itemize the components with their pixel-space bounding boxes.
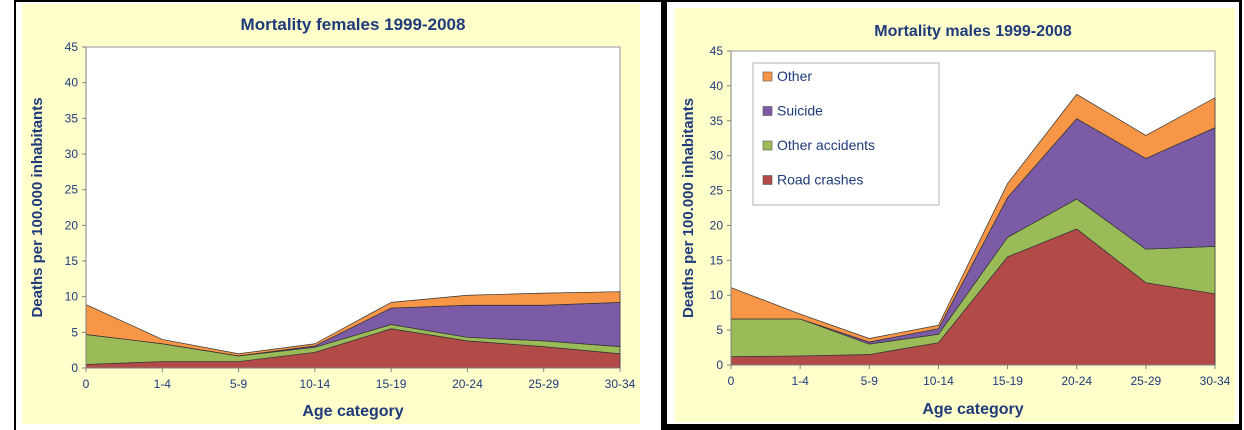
y-tick-label: 5 <box>71 325 78 339</box>
x-axis-label: Age category <box>302 403 403 420</box>
x-tick-label: 0 <box>83 377 90 391</box>
series-area-other <box>85 291 621 357</box>
x-tick-label: 15-19 <box>992 374 1023 388</box>
x-tick-label: 20-24 <box>1061 374 1092 388</box>
y-tick-label: 25 <box>65 183 79 197</box>
y-axis-label: Deaths per 100.000 inhabitants <box>29 97 46 317</box>
legend-swatch <box>762 140 773 151</box>
y-tick-label: 25 <box>710 184 724 198</box>
y-tick-label: 40 <box>710 79 724 93</box>
legend-box <box>752 62 940 206</box>
y-tick-label: 0 <box>716 358 723 372</box>
legend-label: Suicide <box>777 103 823 119</box>
y-tick-label: 30 <box>65 147 79 161</box>
left-border <box>14 0 16 430</box>
y-tick-label: 15 <box>65 254 79 268</box>
chart-title: Mortality females 1999-2008 <box>241 15 466 34</box>
x-tick-label: 20-24 <box>452 377 483 391</box>
x-tick-label: 0 <box>728 374 735 388</box>
y-tick-label: 30 <box>710 149 724 163</box>
y-tick-label: 10 <box>710 288 724 302</box>
x-tick-label: 30-34 <box>1200 374 1231 388</box>
legend-label: Other <box>777 68 812 84</box>
x-tick-label: 25-29 <box>1131 374 1162 388</box>
x-tick-label: 15-19 <box>376 377 407 391</box>
series-area-other <box>730 93 1216 343</box>
legend-label: Other accidents <box>777 137 875 153</box>
chart-panel-females: 0 5 10 15 20 25 30 35 40 45 0 1-4 5-9 10-14 15-19 20-24… <box>22 4 640 424</box>
x-tick-label: 5-9 <box>230 377 248 391</box>
y-tick-label: 15 <box>710 253 724 267</box>
legend-swatch <box>762 175 773 185</box>
legend-label: Road crashes <box>777 172 863 188</box>
y-tick-label: 45 <box>65 40 79 54</box>
y-tick-label: 10 <box>65 290 79 304</box>
x-axis-label: Age category <box>922 401 1023 418</box>
y-tick-label: 45 <box>710 44 724 58</box>
y-axis-label: Deaths per 100.000 inhabitants <box>680 98 697 318</box>
y-tick-label: 5 <box>716 323 723 337</box>
x-tick-label: 10-14 <box>923 374 954 388</box>
x-tick-label: 25-29 <box>528 377 559 391</box>
bottom-border-right <box>667 424 1242 430</box>
x-tick-label: 30-34 <box>605 377 636 391</box>
chart-females: 0 5 10 15 20 25 30 35 40 45 0 1-4 5-9 10-14 15-19 20-24… <box>29 15 636 420</box>
chart-title: Mortality males 1999-2008 <box>874 23 1072 40</box>
x-tick-label: 1-4 <box>154 377 172 391</box>
y-tick-label: 20 <box>710 218 724 232</box>
x-tick-label: 5-9 <box>861 374 879 388</box>
y-tick-label: 40 <box>65 76 79 90</box>
y-tick-label: 35 <box>65 111 79 125</box>
legend-swatch <box>762 71 773 82</box>
top-border <box>14 0 1242 2</box>
chart-panel-males: 0 5 10 15 20 25 30 35 40 45 0 1-4 5-9 10-14 15-19 20-24… <box>675 8 1235 422</box>
x-tick-label: 1-4 <box>791 374 809 388</box>
right-border <box>1239 0 1242 430</box>
y-tick-label: 35 <box>710 114 724 128</box>
center-divider <box>661 0 667 430</box>
chart-males: 0 5 10 15 20 25 30 35 40 45 0 1-4 5-9 10-14 15-19 20-24… <box>680 23 1231 418</box>
y-tick-label: 20 <box>65 218 79 232</box>
x-tick-label: 10-14 <box>300 377 331 391</box>
y-tick-label: 0 <box>71 361 78 375</box>
legend-swatch <box>762 106 773 116</box>
